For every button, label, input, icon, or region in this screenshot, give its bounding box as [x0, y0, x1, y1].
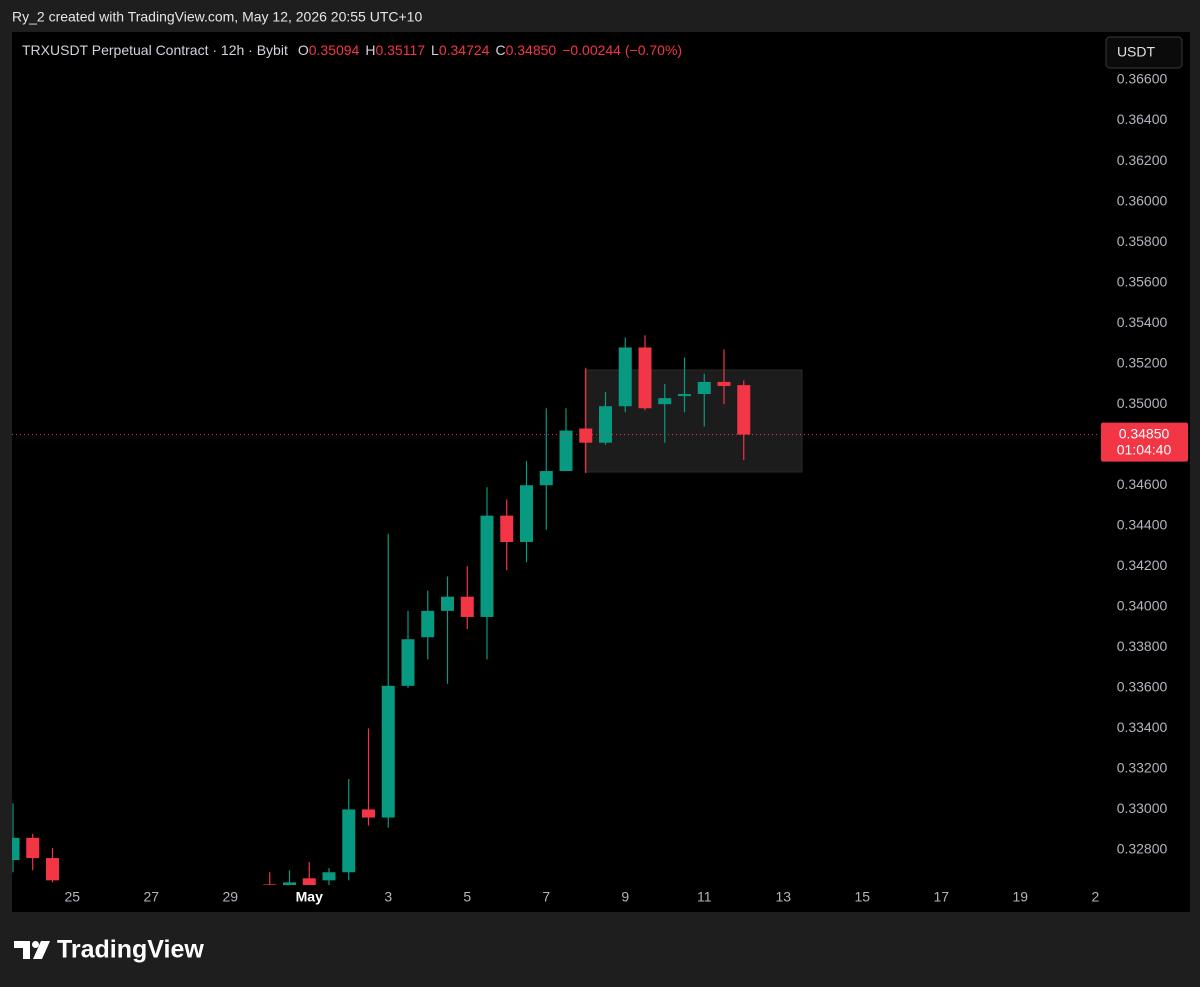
y-tick-label: 0.36600 [1117, 71, 1168, 87]
candle-body [638, 347, 652, 409]
y-tick-label: 0.34200 [1117, 557, 1168, 573]
y-tick-label: 0.33200 [1117, 760, 1168, 776]
x-axis: 25 27 29 May 3 5 7 9 11 13 15 17 19 21 [64, 889, 1107, 905]
legend-key: O [298, 42, 309, 58]
y-tick-label: 0.34000 [1117, 598, 1168, 614]
logo-slash [33, 941, 50, 959]
y-tick-label: 0.35200 [1117, 354, 1168, 370]
candle-body [697, 381, 711, 395]
candle-body [12, 837, 20, 861]
candle-body [302, 878, 316, 885]
candle-body [421, 610, 435, 638]
brand-logo [14, 941, 50, 959]
candle-body [263, 884, 277, 885]
x-tick-label: 15 [854, 889, 870, 905]
candle-body [579, 428, 593, 443]
x-tick-label: 3 [384, 889, 392, 905]
x-tick-label: 29 [222, 889, 238, 905]
candle-body [441, 596, 454, 611]
candle-body [460, 596, 474, 617]
x-tick-label: 7 [542, 889, 550, 905]
credit: Ry_2 created with TradingView.com, May 1… [12, 9, 422, 25]
x-tick-label: 9 [621, 889, 629, 905]
y-tick-label: 0.33000 [1117, 800, 1168, 816]
countdown-label: 01:04:40 [1117, 441, 1172, 457]
legend-key: H [365, 42, 375, 58]
currency-button[interactable] [1105, 36, 1183, 69]
candle-body [678, 394, 691, 397]
y-tick-label: 0.36000 [1117, 192, 1168, 208]
candle-body [717, 381, 731, 386]
range-box [584, 369, 803, 473]
currency-label[interactable]: USDT [1117, 44, 1156, 60]
candle-body [381, 685, 395, 818]
plot-area [12, 335, 1100, 885]
y-tick-label: 0.34600 [1117, 476, 1168, 492]
candle-body [618, 347, 632, 407]
legend-key: L [431, 42, 439, 58]
candle-body [539, 471, 553, 486]
y-tick-label: 0.33800 [1117, 638, 1168, 654]
legend-symbol: TRXUSDT Perpetual Contract · 12h · Bybit [22, 42, 288, 58]
y-tick-label: 0.32800 [1117, 841, 1168, 857]
legend-value: 0.34850 [506, 42, 557, 58]
candle-body [362, 809, 375, 818]
legend-change: −0.00244 (−0.70%) [562, 42, 682, 58]
x-tick-label: 21 [1091, 889, 1107, 905]
x-tick-label: 5 [463, 889, 471, 905]
candle-body [46, 858, 59, 881]
x-tick-label: 11 [697, 889, 712, 905]
candle-body [599, 406, 612, 443]
y-tick-label: 0.33400 [1117, 719, 1168, 735]
y-tick-label: 0.35800 [1117, 233, 1168, 249]
x-tick-label: 25 [64, 889, 80, 905]
x-tick-label: 13 [775, 889, 791, 905]
legend-value: 0.35117 [375, 42, 425, 58]
candle-body [26, 837, 40, 859]
candle-body [480, 515, 494, 617]
brand-name: TradingView [57, 936, 204, 964]
candle-body [283, 882, 296, 885]
y-tick-label: 0.35600 [1117, 273, 1168, 289]
logo-bar [14, 941, 30, 959]
legend-value: 0.35094 [309, 42, 360, 58]
y-tick-label: 0.34400 [1117, 516, 1168, 532]
y-tick-label: 0.36200 [1117, 152, 1168, 168]
candle-body [342, 809, 356, 873]
candle-body [658, 398, 672, 405]
candle-body [500, 515, 514, 542]
logo-dot [32, 941, 39, 948]
last-price-label: 0.34850 [1119, 425, 1170, 441]
x-tick-label: 27 [143, 889, 159, 905]
candle-body [559, 430, 573, 472]
y-tick-label: 0.33600 [1117, 679, 1168, 695]
candle-body [737, 385, 751, 435]
candle-body [322, 872, 336, 881]
y-tick-label: 0.36400 [1117, 111, 1168, 127]
x-tick-label: 19 [1012, 889, 1028, 905]
candle-body [401, 639, 415, 686]
x-tick-label: 17 [933, 889, 949, 905]
legend-value: 0.34724 [439, 42, 490, 58]
candle-body [520, 485, 533, 542]
legend: TRXUSDT Perpetual Contract · 12h · Bybit… [22, 42, 682, 58]
x-tick-label: May [296, 889, 323, 905]
last-price-box [1101, 422, 1188, 462]
y-tick-label: 0.35000 [1117, 395, 1168, 411]
legend-key: C [495, 42, 505, 58]
y-tick-label: 0.35400 [1117, 314, 1168, 330]
y-axis: 0.32800 0.33000 0.33200 0.33400 0.33600 0.338… [1101, 71, 1188, 857]
